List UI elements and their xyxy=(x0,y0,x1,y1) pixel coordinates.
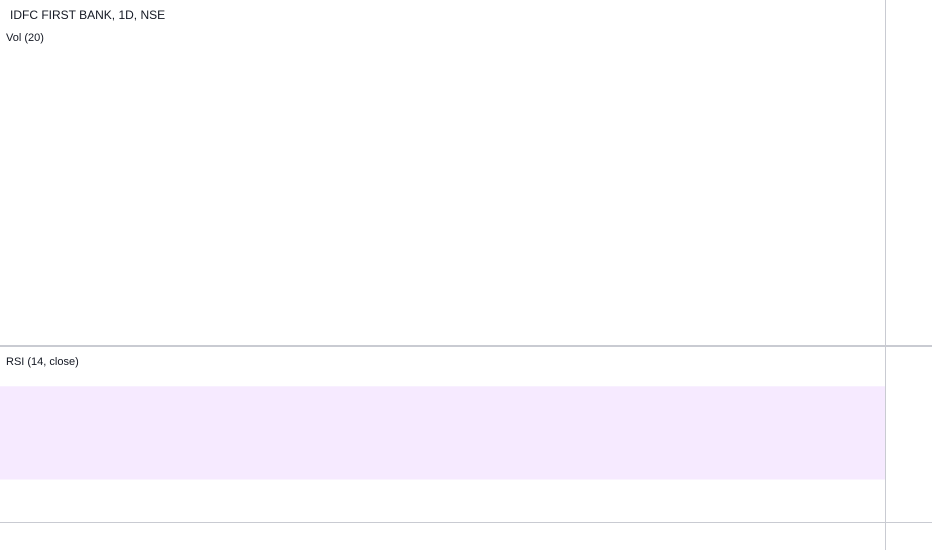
volume-title: Vol (20) xyxy=(6,32,44,44)
rsi-title: RSI (14, close) xyxy=(6,356,79,368)
chart-title: IDFC FIRST BANK, 1D, NSE xyxy=(10,8,165,22)
rsi-band xyxy=(0,386,885,480)
